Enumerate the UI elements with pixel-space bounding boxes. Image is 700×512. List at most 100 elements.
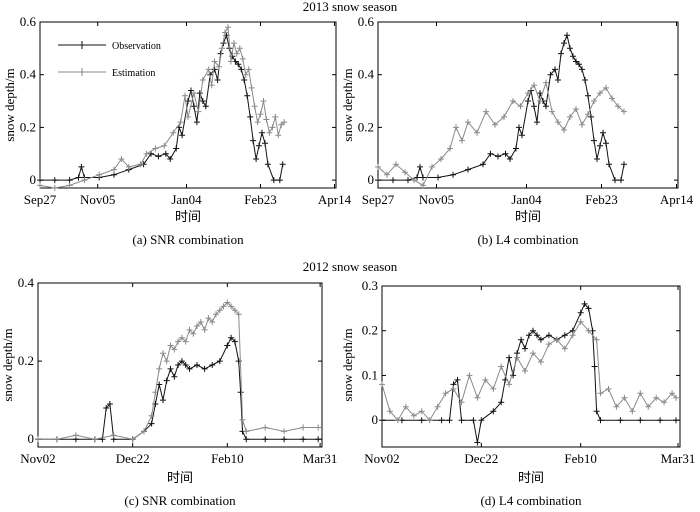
observation-point [522,345,528,352]
panel-b-x-ticks: Sep27 Nov05 Jan04 Feb23 Apr14 [362,22,694,207]
observation-point [262,140,268,147]
estimation-point [525,90,531,97]
estimation-point [231,307,238,314]
observation-point [155,153,162,160]
observation-point [537,90,543,97]
estimation-point [194,323,200,329]
estimation-point [160,350,166,357]
panel-d-x-axis-label: 时间 [518,470,544,485]
estimation-point [236,45,243,52]
estimation-point [466,372,473,379]
estimation-point [242,71,249,78]
x-tick-label: Dec22 [464,451,498,466]
estimation-point [661,399,668,406]
estimation-point [201,326,208,333]
estimation-point [235,311,242,318]
estimation-point [490,385,497,392]
estimation-point [506,381,513,388]
observation-point [224,342,231,349]
estimation-point [669,390,676,397]
estimation-point [129,436,136,443]
estimation-point [393,161,399,168]
estimation-point [553,336,560,343]
estimation-point [81,177,88,184]
observation-point [106,401,113,407]
estimation-point [442,390,449,397]
observation-point [487,150,494,157]
observation-point [612,177,618,184]
estimation-point [438,156,444,162]
observation-point [435,174,441,181]
estimation-point [148,412,155,419]
panel-c-caption: (c) SNR combination [124,493,236,508]
observation-point [420,174,426,181]
observation-point [470,417,477,424]
panel-a-y-ticks: 0 0.2 0.4 0.6 [20,14,336,187]
estimation-point [501,113,507,120]
observation-point [637,417,644,424]
observation-point [594,156,600,162]
estimation-point [35,436,41,443]
estimation-point [577,318,584,325]
estimation-point [66,182,73,189]
observation-point [513,145,519,152]
observation-point [577,309,584,316]
panel-d-y-ticks: 0 0.1 0.2 0.3 [362,278,680,427]
estimation-point [220,303,227,310]
panel-d-caption: (d) L4 combination [480,493,582,508]
x-tick-label: Nov05 [80,192,115,207]
estimation-point [426,417,433,424]
observation-point [490,408,497,415]
observation-point [243,436,250,443]
estimation-point [569,332,576,339]
estimation-point [248,84,255,91]
observation-point [167,365,174,372]
observation-point [591,137,597,144]
estimation-point [137,161,144,168]
estimation-point [434,403,441,410]
estimation-point [278,121,285,128]
estimation-point [163,358,170,365]
observation-point [516,124,522,131]
observation-point [555,77,561,83]
panel-b-y-axis-label: snow depth/m [340,68,355,141]
estimation-point [545,341,552,348]
observation-point [567,45,573,52]
observation-point [564,32,570,39]
estimation-point [621,108,627,115]
observation-point [247,113,254,120]
estimation-point [197,319,204,325]
observation-point [478,417,485,424]
legend-estimation-label: Estimation [112,68,155,79]
y-tick-label: 0.2 [362,323,378,338]
estimation-point [211,58,218,65]
observation-point [582,77,588,83]
estimation-point [411,177,417,184]
estimation-point [429,163,435,170]
estimation-point [597,390,604,397]
estimation-point [637,390,644,397]
estimation-point [190,330,197,337]
observation-series-line [40,33,284,181]
estimation-point [152,389,159,396]
observation-point [465,166,471,173]
estimation-point [613,403,620,410]
estimation-point [510,98,516,104]
estimation-point [209,319,216,325]
observation-point [450,171,456,178]
observation-point [241,77,248,83]
estimation-point [517,103,524,110]
y-tick-label: 0.2 [20,119,36,134]
y-tick-label: 0.4 [358,67,375,82]
observation-point [588,113,594,120]
estimation-point [394,417,401,424]
observation-point [506,354,513,361]
estimation-point [465,119,471,126]
estimation-point [593,336,600,343]
observation-point [231,338,238,345]
estimation-point [51,185,58,191]
x-tick-label: Sep27 [362,192,395,207]
observation-point [534,332,540,339]
panel-a-snr-2013: Sep27 Nov05 Jan04 Feb23 Apr14 00.20.40.6 时间 … [2,14,352,247]
x-tick-label: Jan04 [171,192,202,207]
